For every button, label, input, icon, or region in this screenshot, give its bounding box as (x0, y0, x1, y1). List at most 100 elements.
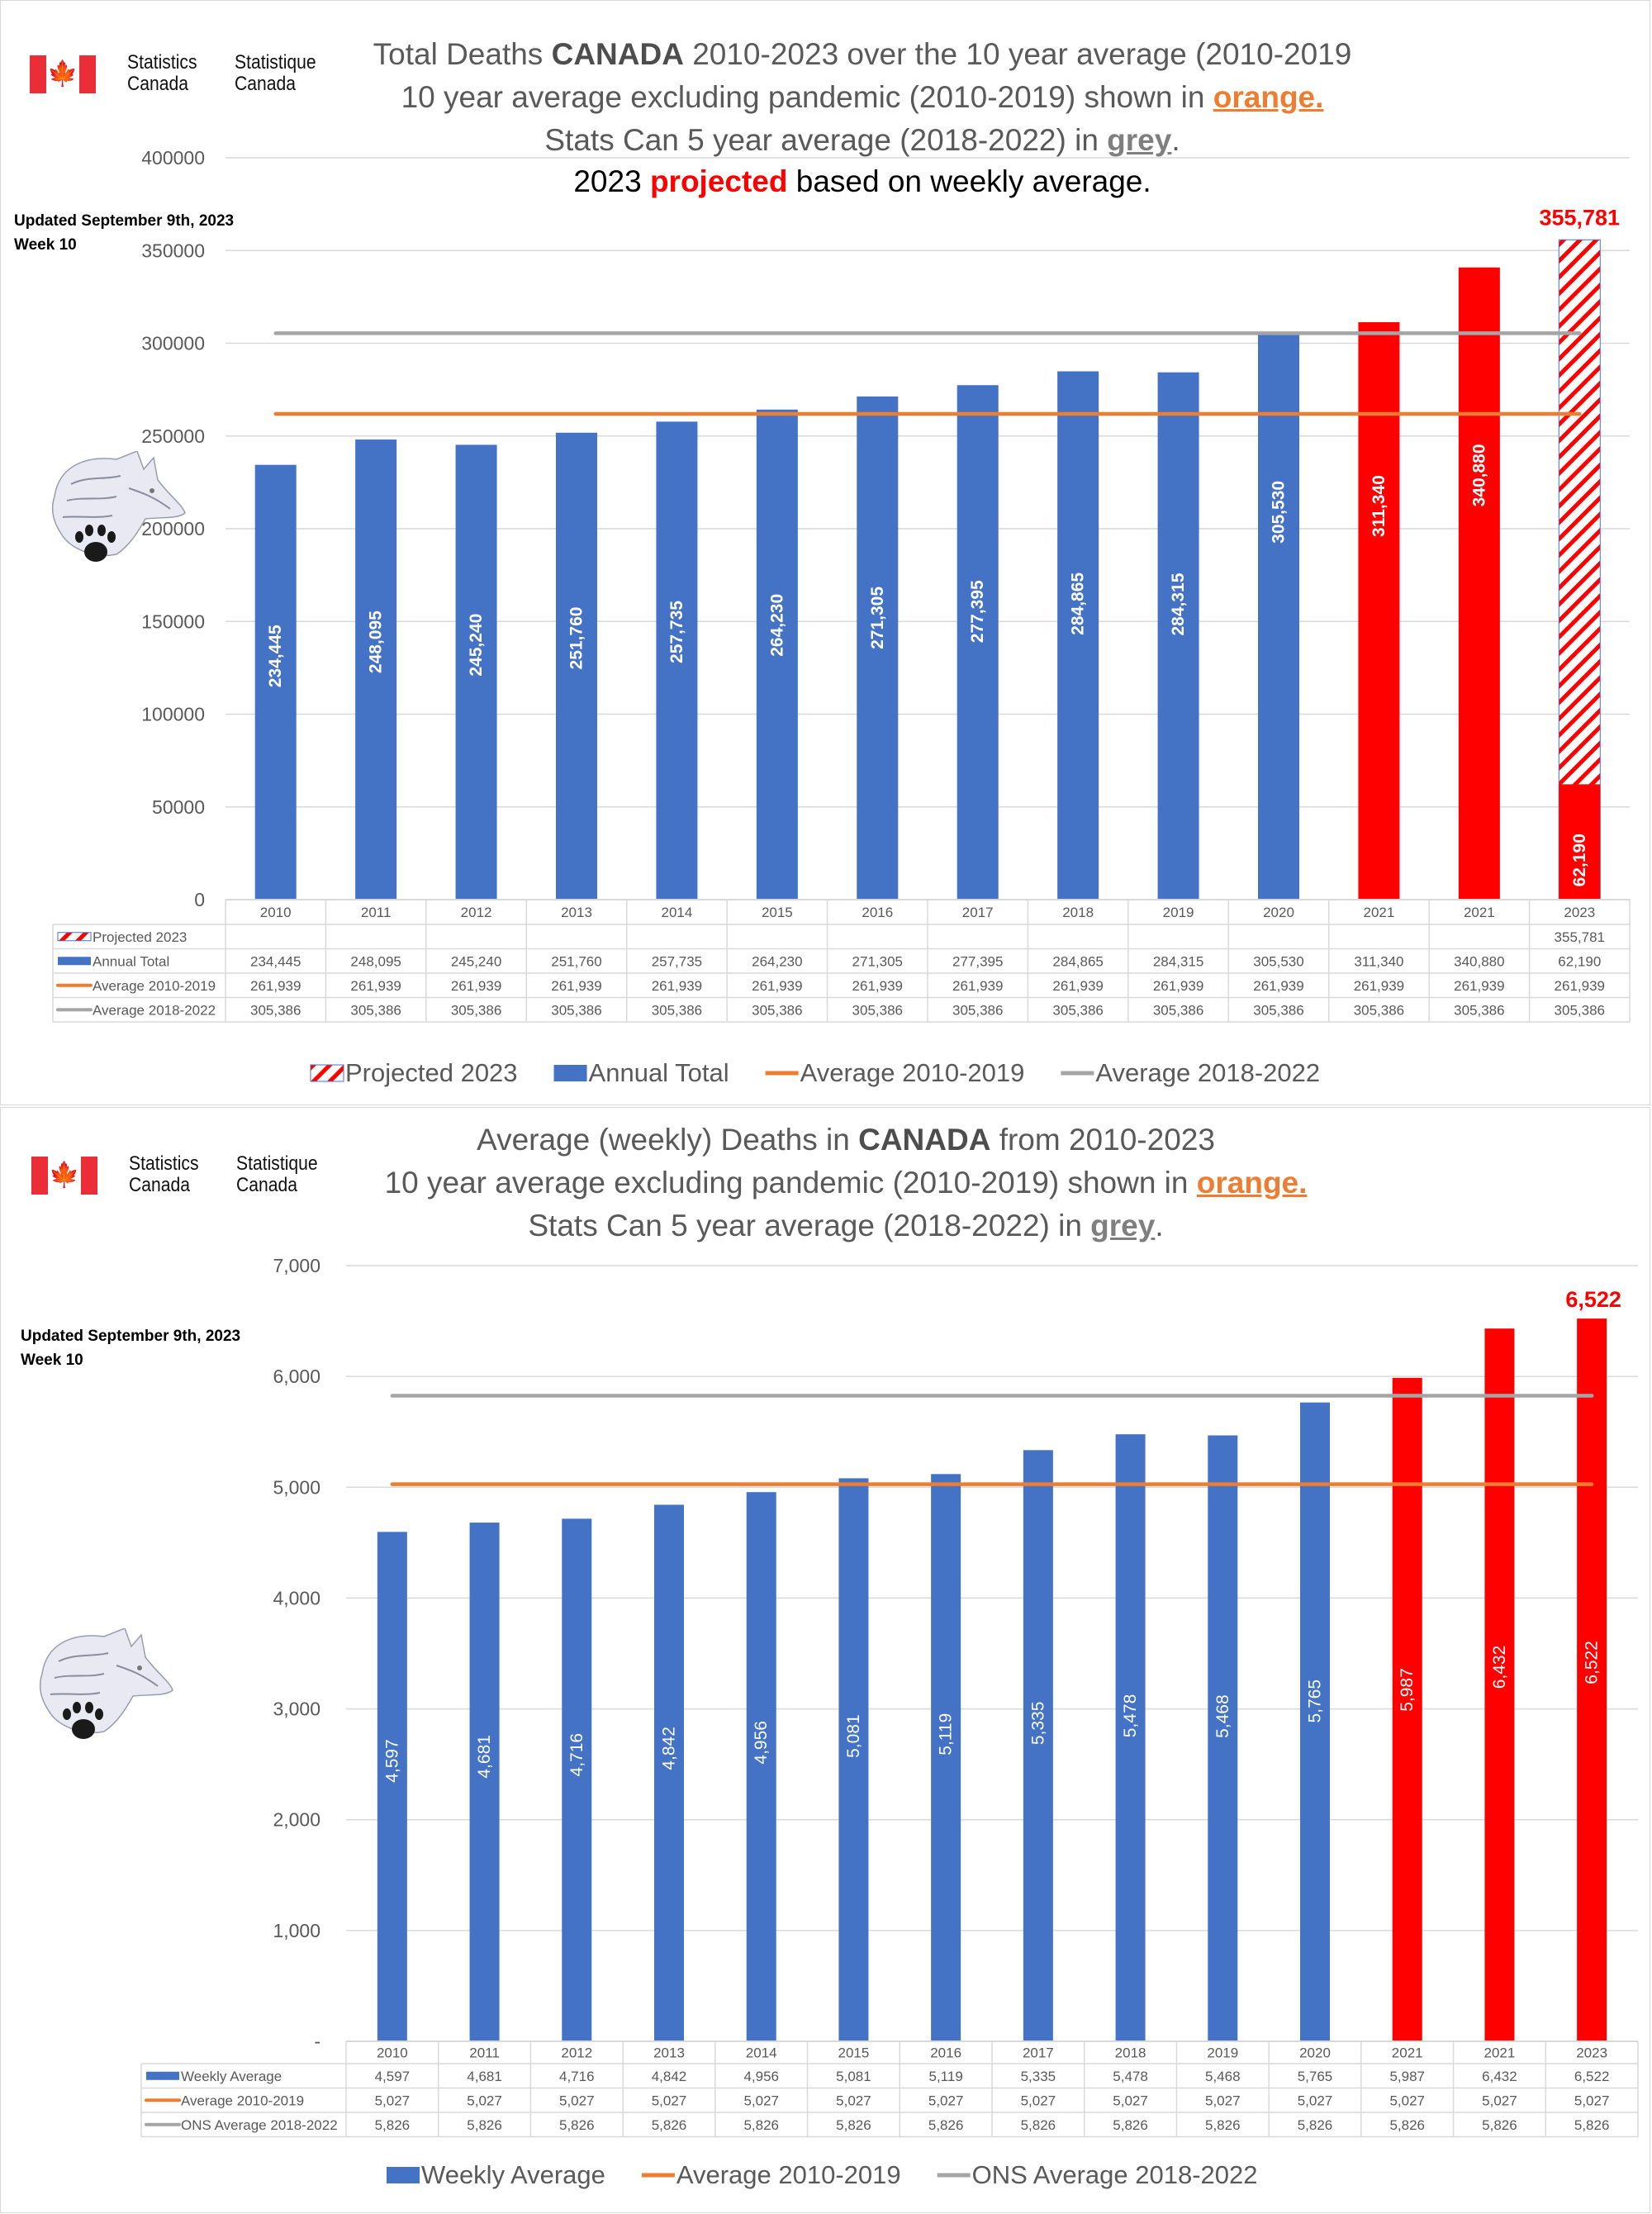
bar-value-label: 245,240 (467, 614, 486, 677)
total-deaths-chart-panel: 🍁 Statistics Canada Statistique Canada Tot… (0, 0, 1650, 1105)
bar-value-label: 311,340 (1370, 475, 1389, 537)
legend-label: Annual Total (589, 1058, 729, 1087)
table-row-header: Weekly Average (181, 2069, 282, 2084)
legend-label: ONS Average 2018-2022 (972, 2160, 1258, 2189)
bar (556, 432, 597, 900)
weekly-deaths-bar-chart: - 1,000 2,000 3,000 4,000 5,000 6,000 7,000 4,59… (140, 1255, 1639, 2189)
legend-label: Weekly Average (421, 2160, 605, 2189)
logo-french: Statistique Canada (235, 51, 316, 95)
table-cell: 5,027 (743, 2093, 779, 2108)
bar-value-label: 257,735 (667, 601, 686, 663)
x-category-label: 2023 (1576, 2045, 1607, 2061)
bar-value-label: 248,095 (367, 611, 386, 673)
table-cell: 5,081 (836, 2069, 871, 2084)
x-category-label: 2015 (838, 2045, 870, 2061)
table-cell: 305,386 (1555, 1002, 1605, 1018)
bar (746, 1492, 776, 2041)
bar-value-label: 4,716 (567, 1733, 586, 1777)
table-cell: 311,340 (1354, 953, 1403, 969)
canada-flag-icon: 🍁 (31, 1157, 97, 1195)
table-cell: 5,826 (559, 2117, 595, 2133)
x-category-label: 2018 (1115, 2045, 1146, 2061)
table-cell: 5,027 (1298, 2093, 1333, 2108)
x-category-label: 2020 (1299, 2045, 1331, 2061)
y-tick-label: 2,000 (273, 1809, 320, 1831)
bar (1157, 372, 1199, 900)
table-cell: 5,119 (929, 2069, 963, 2084)
y-tick-label: 4,000 (273, 1587, 320, 1608)
x-category-label: 2019 (1163, 905, 1194, 920)
table-cell: 277,395 (952, 953, 1003, 969)
table-cell: 5,826 (375, 2117, 411, 2133)
table-cell: 5,826 (1113, 2117, 1148, 2133)
table-row-header: ONS Average 2018-2022 (181, 2117, 338, 2133)
x-category-label: 2015 (762, 905, 793, 920)
table-cell: 5,027 (375, 2093, 411, 2108)
bar (562, 1518, 592, 2041)
bar-value-label: 4,956 (752, 1721, 771, 1765)
bar-value-label: 234,445 (266, 625, 285, 687)
bar (656, 421, 698, 900)
table-cell: 5,826 (743, 2117, 779, 2133)
bar-value-label: 5,987 (1398, 1668, 1417, 1712)
bar-value-label: 305,530 (1270, 481, 1289, 544)
table-cell: 257,735 (652, 953, 702, 969)
bar (1577, 1318, 1607, 2041)
bar-value-label: 6,522 (1583, 1641, 1602, 1684)
table-cell: 234,445 (250, 953, 301, 969)
x-category-label: 2020 (1263, 905, 1294, 920)
legend-hatch-icon (310, 1064, 344, 1082)
table-cell: 305,386 (551, 1002, 601, 1018)
y-tick-label: 200000 (141, 518, 205, 539)
logo-english: Statistics Canada (127, 51, 197, 95)
table-cell: 5,027 (928, 2093, 964, 2108)
chart1-title-line4: 2023 projected based on weekly average. (573, 164, 1151, 198)
bar-value-label: 251,760 (567, 607, 586, 670)
bar-value-label: 264,230 (767, 594, 786, 657)
table-cell: 305,386 (250, 1002, 301, 1018)
bar (1392, 1377, 1422, 2041)
table-cell: 305,386 (852, 1002, 903, 1018)
table-cell: 305,386 (1253, 1002, 1303, 1018)
wolf-logo-icon (51, 451, 186, 562)
bar-value-label: 271,305 (868, 587, 887, 649)
table-cell: 5,987 (1389, 2069, 1425, 2084)
chart1-title-line2: 10 year average excluding pandemic (2010… (401, 80, 1324, 114)
table-cell: 261,939 (752, 978, 802, 994)
bar (931, 1474, 961, 2041)
table-cell: 5,027 (1389, 2093, 1425, 2108)
table-cell: 5,826 (652, 2117, 687, 2133)
table-cell: 5,826 (1482, 2117, 1517, 2133)
table-cell: 5,335 (1021, 2069, 1056, 2084)
table-cell: 5,027 (559, 2093, 595, 2108)
table-cell: 4,597 (375, 2069, 411, 2084)
bar (469, 1523, 500, 2041)
table-cell: 261,939 (1153, 978, 1203, 994)
table-cell: 261,939 (852, 978, 903, 994)
table-cell: 305,530 (1253, 953, 1303, 969)
bar (957, 385, 999, 900)
y-tick-label: 250000 (141, 425, 205, 447)
table-cell: 271,305 (852, 953, 903, 969)
table-cell: 5,826 (467, 2117, 502, 2133)
bar (355, 439, 397, 900)
bar-value-label: 284,865 (1069, 573, 1088, 635)
x-category-label: 2021 (1392, 2045, 1423, 2061)
x-category-label: 2013 (653, 2045, 685, 2061)
chart2-title-line3: Stats Can 5 year average (2018-2022) in … (528, 1209, 1164, 1242)
table-cell: 4,956 (743, 2069, 779, 2084)
bar-value-label: 340,880 (1469, 444, 1488, 506)
table-cell: 5,468 (1205, 2069, 1241, 2084)
table-cell: 264,230 (752, 953, 802, 969)
table-cell: 5,826 (1389, 2117, 1425, 2133)
bar (1057, 371, 1099, 900)
bar-value-label: 284,315 (1169, 573, 1188, 635)
x-category-label: 2010 (260, 905, 292, 920)
bar (1115, 1434, 1146, 2041)
table-cell: 5,027 (1574, 2093, 1610, 2108)
x-category-label: 2018 (1062, 905, 1094, 920)
bar (654, 1504, 684, 2041)
table-cell: 261,939 (652, 978, 702, 994)
table-cell: 305,386 (350, 1002, 401, 1018)
table-cell: 355,781 (1555, 929, 1605, 945)
